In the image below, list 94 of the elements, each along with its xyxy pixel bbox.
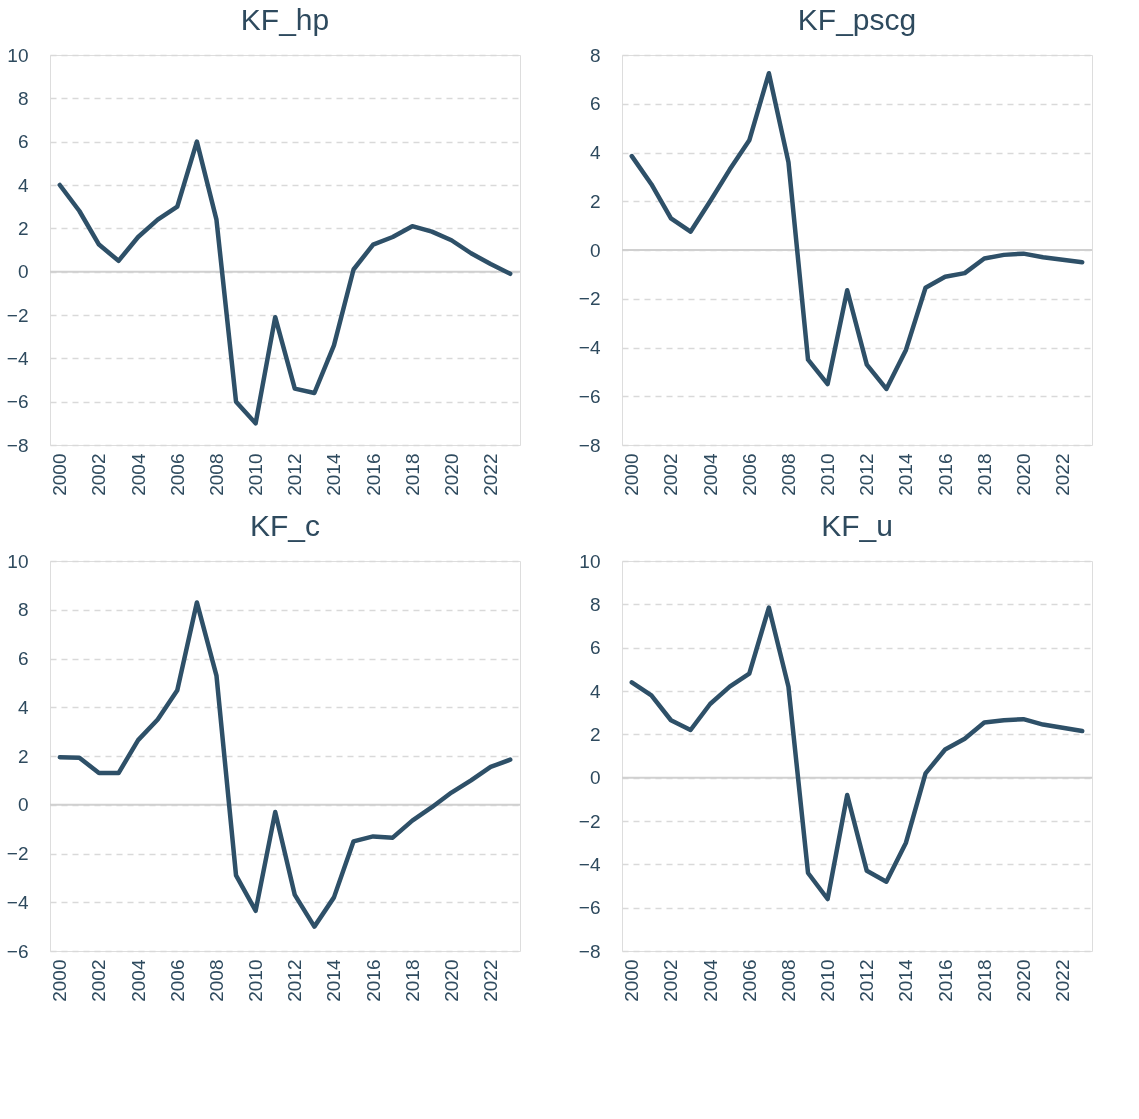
chart-title: KF_c — [249, 509, 321, 542]
y-tick-label: 0 — [589, 767, 601, 789]
x-tick-label: 2016 — [362, 453, 384, 496]
x-tick-label: 2010 — [817, 959, 839, 1002]
x-tick-label: 2008 — [205, 453, 227, 496]
chart-title: KF_pscg — [797, 3, 917, 36]
chart-title: KF_u — [821, 509, 893, 542]
y-tick-label: −4 — [6, 347, 29, 369]
x-tick-label: 2018 — [973, 959, 995, 1002]
y-tick-label: 4 — [589, 142, 601, 163]
y-tick-label: −4 — [578, 853, 601, 875]
x-tick-label: 2012 — [284, 959, 306, 1002]
x-tick-label: 2022 — [1052, 959, 1074, 1002]
y-tick-label: 2 — [17, 217, 29, 239]
x-tick-label: 2012 — [856, 453, 878, 496]
line-series — [57, 600, 513, 929]
x-tick-label: 2014 — [323, 453, 345, 496]
y-tick-label: 8 — [589, 593, 601, 615]
y-tick-label: −4 — [6, 891, 29, 913]
x-tick-label: 2006 — [166, 453, 188, 496]
y-tick-label: 4 — [589, 680, 601, 702]
y-tick-label: 8 — [589, 44, 601, 66]
y-tick-label: −4 — [578, 337, 601, 358]
y-tick-label: 6 — [589, 637, 601, 659]
x-tick-label: 2016 — [934, 959, 956, 1002]
y-tick-label: 2 — [589, 190, 601, 212]
x-tick-label: 2000 — [621, 453, 643, 496]
x-tick-label: 2002 — [660, 453, 682, 496]
x-tick-label: 2014 — [895, 959, 917, 1002]
line-series — [629, 71, 1085, 392]
x-tick-label: 2022 — [1052, 453, 1074, 496]
y-tick-label: 0 — [17, 794, 29, 816]
x-tick-label: 2004 — [699, 453, 721, 496]
y-tick-label: 4 — [17, 174, 29, 196]
line-series — [57, 139, 513, 426]
x-tick-label: 2012 — [284, 453, 306, 496]
x-tick-label: 2008 — [777, 959, 799, 1002]
y-tick-label: 6 — [17, 648, 29, 669]
y-tick-label: −2 — [6, 843, 29, 864]
x-tick-label: 2000 — [621, 959, 643, 1002]
y-tick-label: 10 — [7, 550, 29, 572]
y-tick-label: 2 — [17, 745, 29, 767]
y-tick-label: −8 — [6, 434, 29, 456]
x-tick-label: 2014 — [323, 959, 345, 1002]
y-tick-label: 10 — [7, 44, 29, 66]
x-tick-label: 2016 — [934, 453, 956, 496]
y-tick-label: −6 — [578, 385, 601, 407]
x-tick-label: 2006 — [738, 453, 760, 496]
x-tick-label: 2008 — [777, 453, 799, 496]
y-tick-label: −6 — [6, 940, 29, 962]
x-tick-label: 2022 — [480, 453, 502, 496]
line-series — [629, 605, 1085, 902]
x-tick-label: 2000 — [49, 453, 71, 496]
x-tick-label: 2004 — [699, 959, 721, 1002]
y-tick-label: 6 — [17, 131, 29, 153]
y-tick-label: 0 — [17, 261, 29, 283]
y-tick-label: −6 — [578, 897, 601, 919]
x-tick-label: 2020 — [440, 959, 462, 1002]
y-tick-label: −6 — [6, 391, 29, 413]
y-tick-label: −8 — [578, 940, 601, 962]
y-tick-label: −2 — [578, 810, 601, 832]
x-tick-label: 2018 — [973, 453, 995, 496]
x-tick-label: 2020 — [440, 453, 462, 496]
x-tick-label: 2000 — [49, 959, 71, 1002]
y-tick-label: 2 — [589, 723, 601, 745]
x-tick-label: 2012 — [856, 959, 878, 1002]
x-tick-label: 2004 — [127, 453, 149, 496]
x-tick-label: 2020 — [1012, 453, 1034, 496]
y-tick-label: 6 — [589, 93, 601, 115]
x-tick-label: 2014 — [895, 453, 917, 496]
x-tick-label: 2002 — [660, 959, 682, 1002]
x-tick-label: 2006 — [166, 959, 188, 1002]
x-tick-label: 2004 — [127, 959, 149, 1002]
x-tick-label: 2018 — [401, 959, 423, 1002]
y-tick-label: 8 — [17, 87, 29, 109]
x-tick-label: 2016 — [362, 959, 384, 1002]
x-tick-label: 2006 — [738, 959, 760, 1002]
x-tick-label: 2022 — [480, 959, 502, 1002]
x-tick-label: 2002 — [88, 959, 110, 1002]
x-tick-label: 2010 — [245, 453, 267, 496]
y-tick-label: −8 — [578, 434, 601, 456]
y-tick-label: 4 — [17, 696, 29, 718]
x-tick-label: 2018 — [401, 453, 423, 496]
y-tick-label: −2 — [578, 288, 601, 310]
x-tick-label: 2008 — [205, 959, 227, 1002]
x-tick-label: 2020 — [1012, 959, 1034, 1002]
x-tick-label: 2002 — [88, 453, 110, 496]
chart-title: KF_hp — [240, 3, 330, 36]
y-tick-label: 10 — [579, 550, 601, 572]
y-tick-label: 0 — [589, 239, 601, 261]
y-tick-label: 8 — [17, 599, 29, 621]
y-tick-label: −2 — [6, 304, 29, 326]
x-tick-label: 2010 — [245, 959, 267, 1002]
x-tick-label: 2010 — [817, 453, 839, 496]
